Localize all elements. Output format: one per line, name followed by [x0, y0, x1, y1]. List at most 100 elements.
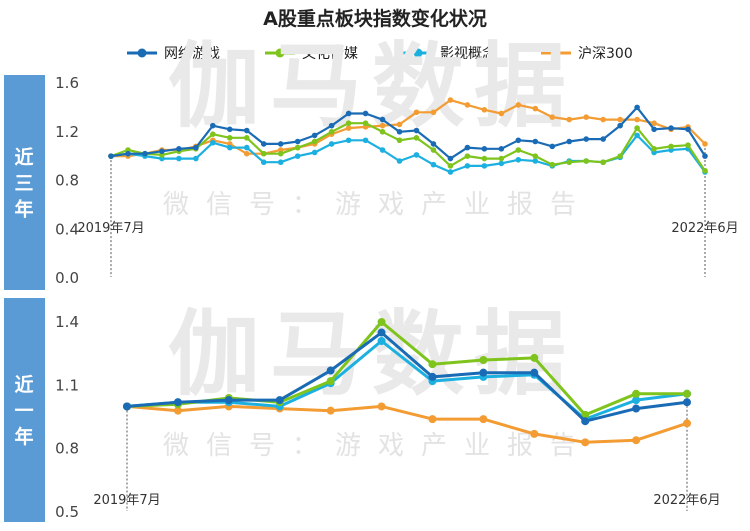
chart-top-point-0-17 [396, 128, 403, 135]
chart-top-point-0-16 [379, 116, 386, 123]
chart-top-point-2-15 [362, 137, 369, 144]
chart-top-point-3-8 [243, 150, 250, 157]
chart-top-point-1-9 [260, 150, 267, 157]
chart-bottom-point-1-10 [632, 389, 641, 398]
chart-top-point-1-7 [227, 135, 233, 141]
chart-top-point-0-3 [159, 148, 165, 155]
chart-top-point-3-35 [702, 141, 708, 147]
legend-label-0: 网络游戏 [164, 46, 220, 62]
chart-top-point-2-20 [447, 169, 454, 175]
chart-top-ytick-2: 0.8 [55, 172, 79, 190]
chart-top-point-3-17 [396, 121, 403, 128]
side-label-top: 近三年 [14, 147, 33, 221]
chart-bottom-point-0-1 [173, 398, 182, 407]
chart-bottom-ytick-1: 1.1 [55, 376, 79, 394]
side-panel-bottom [4, 298, 45, 522]
chart-top-ytick-1: 1.2 [55, 123, 79, 141]
chart-top-point-1-22 [481, 155, 488, 162]
chart-top-point-2-9 [260, 159, 267, 166]
chart-top-point-3-28 [583, 114, 589, 120]
chart-top-point-3-21 [464, 102, 471, 108]
chart-top-point-1-11 [294, 144, 301, 151]
chart-top-point-1-27 [566, 159, 573, 166]
chart-top-point-2-31 [634, 132, 640, 139]
chart-top-point-3-26 [549, 114, 556, 120]
chart-top-point-2-6 [210, 139, 216, 146]
chart-bottom-point-3-1 [173, 406, 182, 415]
legend: 网络游戏 文化传媒 影视概念 沪深300 [127, 45, 633, 62]
chart-bottom-point-3-5 [377, 402, 386, 411]
chart-bottom-point-1-6 [428, 360, 437, 369]
side-label-top-char-0: 近 [14, 147, 33, 169]
chart-top-point-0-10 [277, 141, 284, 147]
chart-top-point-0-8 [243, 127, 250, 134]
chart-bottom-point-0-2 [224, 396, 233, 405]
chart-top-point-3-19 [430, 109, 437, 116]
chart-top-point-2-7 [227, 144, 233, 151]
chart-top-point-1-6 [210, 131, 216, 137]
chart-top-point-0-32 [651, 126, 657, 133]
chart-bottom-point-2-10 [632, 396, 641, 405]
chart-top-point-1-8 [243, 135, 250, 141]
chart-top-point-2-25 [532, 158, 539, 164]
side-label-top-char-2: 年 [14, 198, 33, 221]
chart-top-point-0-2 [142, 150, 148, 157]
chart-bottom-point-0-0 [123, 402, 131, 411]
chart-bottom-series-2 [126, 339, 688, 421]
chart-top-point-3-25 [532, 105, 539, 112]
chart-bottom-point-0-10 [632, 404, 641, 413]
chart-bottom-point-1-9 [581, 410, 590, 419]
chart-bottom-point-3-9 [581, 438, 590, 447]
chart-top-point-2-14 [345, 137, 352, 144]
chart-top-point-0-28 [583, 136, 589, 142]
chart-top-point-1-34 [685, 142, 691, 148]
chart-top-point-0-34 [685, 126, 691, 133]
chart-top-point-0-24 [515, 137, 522, 144]
chart-bottom-point-0-9 [581, 417, 590, 426]
chart-top-point-0-6 [210, 122, 216, 129]
chart-bottom-point-1-8 [530, 353, 539, 362]
chart-top-point-0-26 [549, 143, 556, 150]
chart-bottom-point-0-4 [326, 366, 335, 375]
chart-top-ytick-0: 1.6 [55, 74, 79, 92]
chart-top-point-1-28 [583, 158, 589, 164]
chart-top-point-1-12 [311, 138, 318, 145]
chart-top-point-2-12 [311, 149, 318, 156]
legend-marker-1 [275, 48, 285, 58]
chart-top-point-0-29 [600, 136, 606, 142]
chart-top-series-1 [110, 122, 706, 172]
legend-label-1: 文化传媒 [302, 46, 358, 62]
chart-top-point-3-20 [447, 97, 454, 103]
side-panel-top [4, 75, 45, 290]
chart-top-point-1-19 [430, 147, 437, 153]
chart-top-point-0-18 [413, 127, 420, 134]
chart-bottom-ytick-3: 0.5 [55, 503, 79, 521]
chart-bottom-point-1-7 [479, 356, 488, 364]
chart-top-point-2-16 [379, 147, 386, 153]
chart-top-point-0-31 [634, 104, 640, 111]
chart-bottom-point-3-4 [326, 406, 335, 415]
chart-top-point-1-31 [634, 125, 640, 131]
chart-top-series-0 [110, 106, 706, 160]
watermark-main-bottom: 伽马数据 [168, 301, 576, 408]
chart-bottom-point-3-10 [632, 436, 641, 445]
chart-title: A股重点板块指数变化状况 [263, 7, 487, 30]
legend-label-3: 沪深300 [578, 46, 633, 62]
legend-label-2: 影视概念 [440, 45, 496, 62]
chart-top-point-0-9 [260, 141, 267, 147]
chart-top-point-3-29 [600, 116, 606, 123]
chart-top-point-3-31 [634, 116, 640, 123]
chart-top-point-1-14 [345, 120, 352, 127]
chart-top-point-0-5 [193, 144, 199, 151]
chart-top-point-0-22 [481, 146, 488, 152]
chart-bottom-point-3-6 [428, 415, 437, 424]
chart-top-point-1-21 [464, 153, 471, 159]
chart-top-point-3-32 [651, 120, 657, 127]
chart-top-point-3-16 [379, 122, 386, 129]
chart-top-point-0-23 [498, 146, 505, 152]
chart-bottom-series-0 [126, 331, 688, 423]
chart-top-point-0-20 [447, 155, 454, 162]
chart-bottom-series-3 [126, 404, 688, 444]
chart-top-point-2-18 [413, 152, 420, 158]
